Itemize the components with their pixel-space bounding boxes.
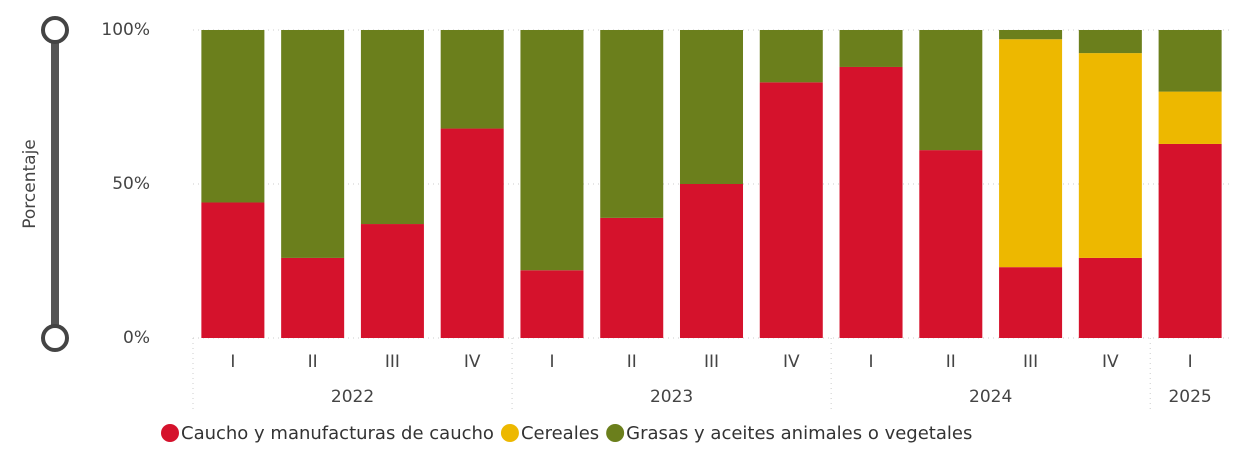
x-tick-label: III: [385, 352, 400, 372]
bar-segment: [839, 30, 903, 67]
y-tick-label: 0%: [123, 328, 150, 348]
bar-segment: [520, 30, 584, 271]
bar-segment: [839, 66, 903, 339]
y-tick-label: 100%: [101, 20, 150, 40]
x-group-label: 2024: [969, 387, 1012, 407]
x-group-label: 2025: [1168, 387, 1211, 407]
bar-segment: [999, 267, 1063, 338]
bar-segment: [201, 202, 265, 338]
bar-segment: [919, 150, 983, 338]
bar-segment: [679, 184, 744, 338]
bar-segment: [1158, 91, 1222, 144]
legend-marker: [500, 424, 519, 442]
bar-segment: [1078, 257, 1142, 338]
bar-segment: [999, 39, 1063, 268]
y-axis-label: Porcentaje: [20, 139, 40, 229]
bar-segment: [600, 30, 664, 218]
x-group-label: 2023: [650, 387, 693, 407]
bar-segment: [1158, 143, 1222, 338]
bar-segment: [360, 30, 424, 225]
bar-segment: [440, 128, 504, 338]
bar-segment: [1078, 53, 1142, 258]
legend-marker: [161, 424, 179, 442]
x-tick-label: I: [230, 352, 235, 372]
x-tick-label: II: [946, 352, 956, 372]
legend-label: Caucho y manufacturas de caucho: [181, 423, 494, 444]
x-tick-label: III: [1023, 352, 1038, 372]
bar-segment: [201, 30, 265, 203]
bar-segment: [919, 30, 983, 151]
legend-label: Cereales: [521, 423, 599, 444]
bar-segment: [600, 217, 664, 338]
x-tick-label: IV: [1102, 352, 1119, 372]
x-tick-label: I: [1188, 352, 1193, 372]
bar-segment: [999, 30, 1063, 40]
x-tick-label: II: [627, 352, 637, 372]
x-tick-label: I: [549, 352, 554, 372]
bar-segment: [281, 257, 345, 338]
bar-segment: [360, 224, 424, 338]
y-tick-label: 50%: [112, 174, 150, 194]
bar-segment: [1078, 30, 1142, 54]
x-tick-label: II: [308, 352, 318, 372]
x-tick-label: I: [869, 352, 874, 372]
bar-segment: [281, 30, 345, 258]
bar-segment: [440, 30, 504, 129]
slider-handle[interactable]: [41, 16, 69, 44]
x-tick-label: III: [704, 352, 719, 372]
bar-segment: [1158, 30, 1222, 92]
legend-label: Grasas y aceites animales o vegetales: [626, 423, 972, 444]
x-group-label: 2022: [331, 387, 374, 407]
slider-handle[interactable]: [41, 324, 69, 352]
bar-segment: [679, 30, 744, 184]
bar-segment: [759, 30, 823, 83]
bar-segment: [759, 82, 823, 338]
x-tick-label: IV: [783, 352, 800, 372]
legend-marker: [606, 424, 625, 442]
bar-segment: [520, 270, 584, 338]
x-tick-label: IV: [464, 352, 481, 372]
